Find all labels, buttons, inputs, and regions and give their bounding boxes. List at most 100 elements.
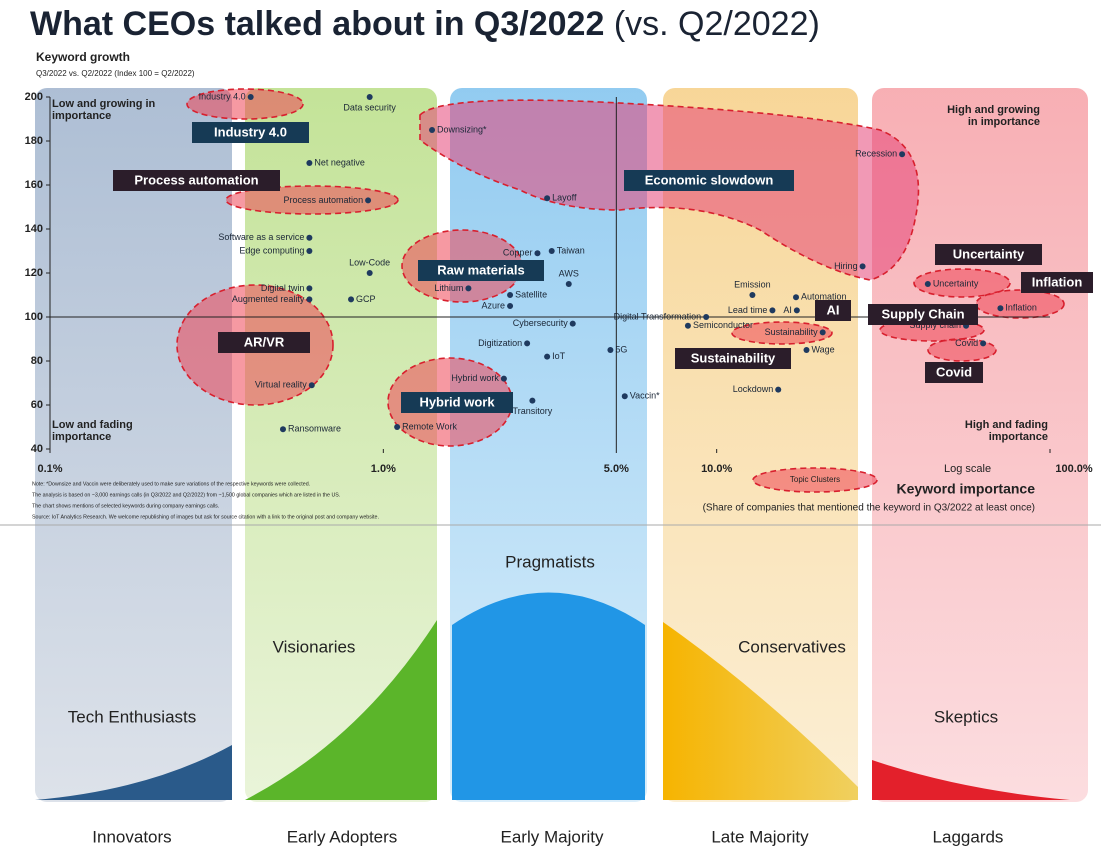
point [924, 281, 931, 287]
point-label: Remote Work [402, 421, 457, 431]
point-label: Layoff [552, 193, 577, 203]
y-tick-label: 140 [25, 223, 43, 235]
point-label: Data security [343, 102, 396, 112]
cluster-tag [675, 348, 791, 369]
curve-late-majority [663, 622, 858, 800]
point-label: Transitory [513, 406, 553, 416]
group-label: Late Majority [711, 827, 809, 846]
y-tick-label: 200 [25, 91, 43, 103]
x-tick-label: 1.0% [371, 463, 396, 475]
point-label: Automation [801, 292, 847, 302]
quadrant-label: High and fading [965, 419, 1048, 431]
point-label: Digitization [478, 338, 522, 348]
point-label: Supply chain [910, 320, 962, 330]
y-axis-title: Keyword growth [36, 50, 130, 64]
note: The analysis is based on ~3,000 earnings… [32, 492, 340, 498]
cluster-label: Economic slowdown [645, 172, 774, 187]
point-label: Inflation [1005, 303, 1037, 313]
point [749, 292, 756, 298]
group-label: Early Majority [501, 827, 604, 846]
note: Source: IoT Analytics Research. We welco… [32, 514, 379, 520]
point-label: Hiring [834, 261, 858, 271]
point-label: Lockdown [733, 384, 774, 394]
cluster-tag [935, 244, 1042, 265]
cluster-tag [113, 170, 280, 191]
point-label: Copper [503, 248, 533, 258]
segment-label: Conservatives [738, 637, 846, 656]
topic-blob [927, 338, 997, 362]
point-label: Azure [482, 300, 506, 310]
point [565, 281, 572, 287]
point-label: Taiwan [557, 245, 585, 255]
point [306, 234, 313, 241]
point-label: Lithium [434, 283, 463, 293]
x-tick-label: 5.0% [604, 463, 629, 475]
plot: 40 60 80 100 120 140 160 180 200 0.1% 1.0% 5.0% 10.0… [25, 50, 1093, 520]
point-label: Digital twin [261, 283, 305, 293]
point [534, 250, 541, 257]
topic-blob [975, 289, 1065, 319]
cluster-tag [192, 122, 309, 143]
point [366, 94, 373, 100]
point-label: Industry 4.0 [199, 91, 246, 101]
cluster-label: Supply Chain [881, 306, 964, 321]
cluster-label: Uncertainty [953, 246, 1025, 261]
point [394, 424, 401, 430]
y-tick-label: 100 [25, 311, 43, 323]
point-label: Software as a service [218, 232, 304, 242]
point-label: Downsizing* [437, 124, 487, 134]
curve-early-majority [452, 592, 645, 800]
point [803, 347, 810, 353]
point-label: Uncertainty [933, 278, 979, 288]
point [548, 248, 555, 254]
point-label: IoT [552, 351, 566, 361]
scale-note: Log scale [944, 463, 991, 475]
point-label: AWS [559, 268, 579, 278]
point-label: Virtual reality [255, 380, 307, 390]
cluster-label: Covid [936, 364, 972, 379]
quadrant-label: Low and growing in [52, 98, 156, 110]
point [247, 94, 254, 100]
cluster-label: AR/VR [244, 334, 285, 349]
point [500, 375, 507, 382]
point [793, 294, 800, 301]
point-label: Wage [812, 344, 835, 354]
quadrant-label: importance [52, 431, 111, 443]
x-tick-label: 0.1% [37, 463, 62, 475]
point-label: Vaccin* [630, 391, 660, 401]
cluster-tag [624, 170, 794, 191]
point [859, 263, 866, 270]
point-label: Low-Code [349, 257, 390, 267]
point [980, 340, 987, 347]
point-label: GCP [356, 294, 376, 304]
cluster-label: Sustainability [691, 350, 776, 365]
group-label: Early Adopters [287, 827, 398, 846]
cluster-tag [868, 304, 978, 325]
point [684, 322, 691, 329]
quadrant-label: High and growing [947, 104, 1040, 116]
point-label: Net negative [314, 157, 365, 167]
point-label: Emission [734, 279, 771, 289]
point-label: Augmented reality [232, 294, 305, 304]
point [997, 305, 1004, 312]
point [365, 197, 372, 204]
y-tick-label: 180 [25, 135, 43, 147]
cluster-tag [815, 300, 851, 321]
point [306, 285, 313, 292]
y-tick-label: 80 [31, 355, 43, 367]
cluster-tag [1021, 272, 1093, 293]
zone [663, 88, 858, 802]
cluster-label: Raw materials [437, 262, 524, 277]
segment-label: Pragmatists [505, 552, 595, 571]
note: The chart shows mentions of selected key… [32, 503, 219, 509]
point-label: Digital Transformation [614, 311, 702, 321]
segment-label: Visionaries [273, 637, 356, 656]
curve-laggards [872, 760, 1070, 800]
point-label: Edge computing [239, 245, 304, 255]
cluster-legend: Topic Clusters [790, 475, 840, 484]
y-tick-label: 60 [31, 399, 43, 411]
point [524, 340, 531, 347]
point [775, 386, 782, 393]
topic-blob [731, 321, 833, 345]
curve-innovators [35, 745, 232, 800]
